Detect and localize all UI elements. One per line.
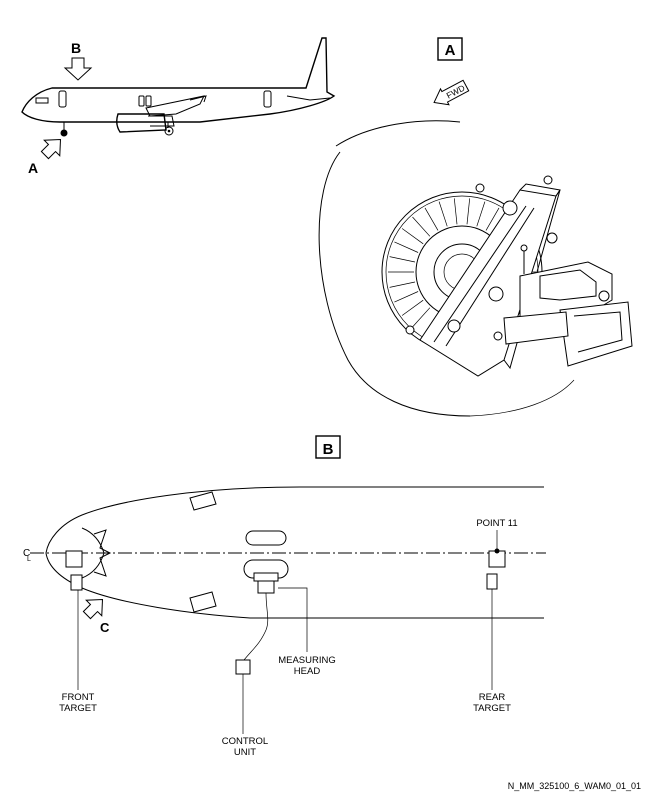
centerline-symbol-sub: L [27, 556, 31, 563]
wheel-spoke [401, 299, 424, 316]
front-target-label-line2: TARGET [59, 703, 97, 714]
wheel-spoke [453, 198, 458, 225]
view-c-arrow-label: C [100, 620, 110, 635]
view-a-arrow [40, 138, 62, 160]
detail-a-label: A [445, 42, 456, 59]
wheel-spoke [412, 216, 431, 237]
control-unit-label-line2: UNIT [234, 747, 256, 758]
wheel-spoke [401, 228, 424, 245]
wheel-spoke [389, 281, 416, 288]
point-11-label: POINT 11 [476, 518, 517, 529]
wheel-with-measuring-head [318, 120, 633, 417]
view-a-arrow-label: A [28, 160, 38, 176]
rear-target-label-line2: TARGET [473, 703, 511, 714]
wheel-spoke [424, 207, 439, 231]
fuselage-top-view [30, 486, 546, 675]
front-target-label-line1: FRONT [62, 692, 95, 703]
wheel-spoke [389, 256, 416, 263]
view-b-arrow-label: B [71, 40, 81, 56]
view-c-arrow [82, 598, 104, 620]
wheel-spoke [485, 207, 500, 231]
detail-b-label-box [315, 435, 341, 459]
measuring-head-label-line2: HEAD [294, 666, 321, 677]
detail-b-label: B [323, 441, 334, 458]
control-unit-label-line1: CONTROL [222, 736, 268, 747]
wheel-spoke [394, 241, 419, 253]
aircraft-side-view [21, 37, 336, 137]
centerline-symbol: C [23, 548, 30, 559]
fwd-arrow: FWD [433, 79, 470, 106]
wheel-spoke [466, 198, 471, 225]
view-b-arrow [63, 57, 93, 81]
figure-reference: N_MM_325100_6_WAM0_01_01 [508, 781, 641, 791]
wheel-spoke [394, 291, 419, 303]
wheel-spoke [412, 307, 431, 328]
detail-a-label-box [437, 37, 463, 61]
measuring-head-label-line1: MEASURING [278, 655, 336, 666]
wheel-spoke [476, 201, 486, 227]
wheel-spoke [438, 201, 448, 227]
leader-lines [77, 530, 498, 734]
rear-target-label-line1: REAR [479, 692, 506, 703]
